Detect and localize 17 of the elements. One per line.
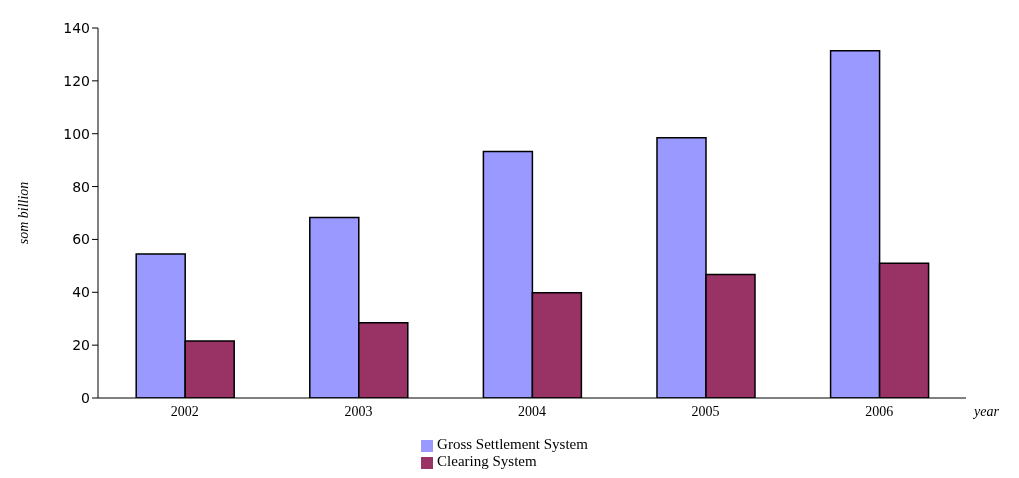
y-tick-label: 60 — [72, 231, 90, 248]
x-tick-label: 2003 — [344, 403, 373, 419]
x-tick-label: 2005 — [691, 403, 720, 419]
y-tick-label: 40 — [72, 284, 90, 301]
y-tick-label: 20 — [72, 337, 90, 354]
y-tick-label: 140 — [63, 19, 90, 36]
legend-label: Clearing System — [437, 453, 537, 469]
y-tick-label: 0 — [81, 389, 90, 406]
x-axis-title: year — [972, 404, 1000, 419]
legend-label: Gross Settlement System — [437, 436, 588, 452]
y-tick-label: 100 — [63, 125, 90, 142]
y-axis-title: som billion — [15, 181, 31, 245]
x-tick-label: 2004 — [518, 403, 546, 419]
x-tick-label: 2002 — [170, 403, 199, 419]
y-tick-label: 80 — [72, 178, 90, 195]
x-tick-label: 2006 — [865, 403, 894, 419]
y-tick-label: 120 — [63, 72, 90, 89]
